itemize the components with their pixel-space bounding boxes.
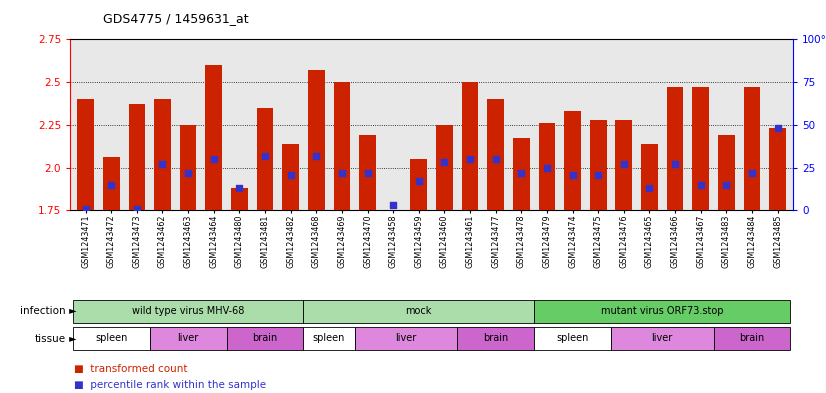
Point [361,169,374,176]
Text: brain: brain [483,333,508,343]
Bar [487,99,504,210]
Bar [718,135,734,210]
FancyBboxPatch shape [534,327,611,351]
Point [387,202,400,208]
Point [745,169,758,176]
FancyBboxPatch shape [150,327,226,351]
Text: GDS4775 / 1459631_at: GDS4775 / 1459631_at [103,12,249,25]
Text: brain: brain [253,333,278,343]
Point [335,169,349,176]
FancyBboxPatch shape [303,300,534,323]
Bar [129,104,145,210]
Text: ►: ► [66,334,77,344]
FancyBboxPatch shape [303,327,354,351]
Point [771,125,784,131]
Point [284,172,297,178]
Point [412,178,425,184]
FancyBboxPatch shape [611,327,714,351]
Bar [334,82,350,210]
Bar [180,125,197,210]
Bar [667,87,683,210]
Point [668,161,681,167]
Point [438,159,451,165]
Point [463,156,477,162]
Text: ■  transformed count: ■ transformed count [74,364,188,375]
Bar [78,99,94,210]
Bar [539,123,555,210]
Bar [231,188,248,210]
Bar [359,135,376,210]
Bar [513,138,529,210]
Bar [692,87,709,210]
Text: liver: liver [396,333,416,343]
FancyBboxPatch shape [714,327,790,351]
Bar [641,143,657,210]
Text: tissue: tissue [35,334,66,344]
Bar [615,119,632,210]
Point [489,156,502,162]
Point [259,152,272,159]
Bar [743,87,760,210]
FancyBboxPatch shape [458,327,534,351]
FancyBboxPatch shape [73,327,150,351]
Text: spleen: spleen [557,333,589,343]
Bar [564,111,581,210]
Point [617,161,630,167]
Point [207,156,221,162]
Text: mock: mock [406,306,432,316]
Bar [436,125,453,210]
Bar [154,99,171,210]
Bar [206,65,222,210]
Bar [103,157,120,210]
FancyBboxPatch shape [534,300,790,323]
Point [310,152,323,159]
Point [79,206,93,213]
Point [182,169,195,176]
FancyBboxPatch shape [226,327,303,351]
Bar [462,82,478,210]
Text: ►: ► [66,307,77,316]
Text: liver: liver [178,333,199,343]
Point [131,206,144,213]
Point [591,172,605,178]
Bar [282,143,299,210]
Text: spleen: spleen [313,333,345,343]
Text: brain: brain [739,333,765,343]
Bar [257,108,273,210]
Point [643,185,656,191]
Text: liver: liver [652,333,673,343]
Point [566,172,579,178]
Bar [411,159,427,210]
Point [540,164,553,171]
Bar [308,70,325,210]
Point [233,185,246,191]
Bar [590,119,606,210]
Bar [769,128,786,210]
Point [719,182,733,188]
Point [156,161,169,167]
Text: infection: infection [21,307,66,316]
Point [105,182,118,188]
Text: spleen: spleen [95,333,127,343]
Text: ■  percentile rank within the sample: ■ percentile rank within the sample [74,380,267,390]
Point [515,169,528,176]
Text: wild type virus MHV-68: wild type virus MHV-68 [132,306,244,316]
FancyBboxPatch shape [73,300,303,323]
Point [694,182,707,188]
Text: mutant virus ORF73.stop: mutant virus ORF73.stop [601,306,724,316]
FancyBboxPatch shape [354,327,458,351]
